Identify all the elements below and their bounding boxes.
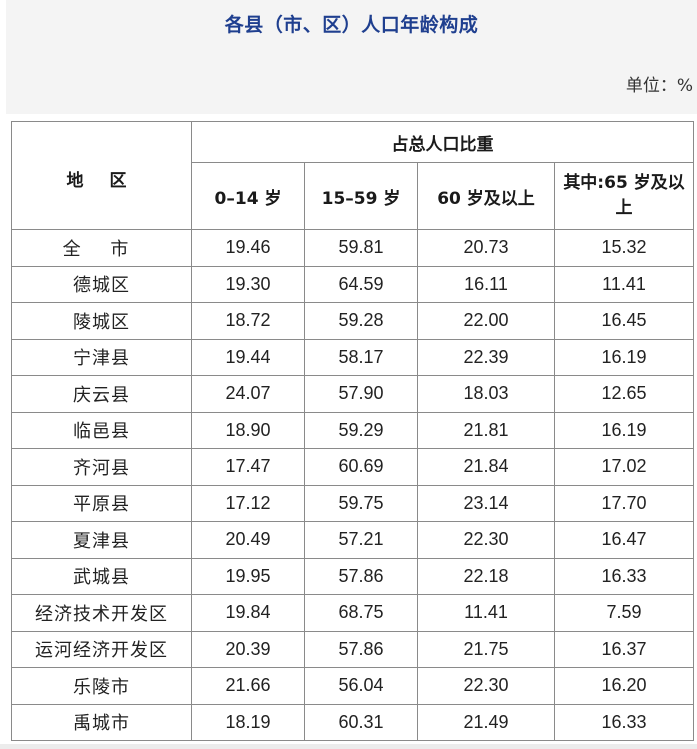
value-cell: 11.41 <box>417 594 555 632</box>
value-cell: 19.46 <box>191 229 305 267</box>
header-panel: 各县（市、区）人口年龄构成 单位：% <box>6 0 697 114</box>
value-cell: 58.17 <box>304 338 418 376</box>
column-header-age-15-59: 15–59 岁 <box>304 162 418 230</box>
value-cell: 17.70 <box>554 484 694 522</box>
value-cell: 59.75 <box>304 484 418 522</box>
value-cell: 59.81 <box>304 229 418 267</box>
region-cell: 庆云县 <box>11 375 192 413</box>
table-row: 陵城区 18.72 59.28 22.00 16.45 <box>11 302 694 340</box>
value-cell: 23.14 <box>417 484 555 522</box>
value-cell: 21.84 <box>417 448 555 486</box>
value-cell: 17.47 <box>191 448 305 486</box>
value-cell: 59.28 <box>304 302 418 340</box>
region-cell: 禹城市 <box>11 703 192 741</box>
value-cell: 16.45 <box>554 302 694 340</box>
value-cell: 57.21 <box>304 521 418 559</box>
region-cell: 运河经济开发区 <box>11 630 192 668</box>
region-column-header: 地 区 <box>11 121 192 230</box>
value-cell: 19.95 <box>191 557 305 595</box>
value-cell: 12.65 <box>554 375 694 413</box>
table-row: 宁津县 19.44 58.17 22.39 16.19 <box>11 338 694 376</box>
value-cell: 22.00 <box>417 302 555 340</box>
age-structure-table: 地 区 占总人口比重 0–14 岁 15–59 岁 60 岁及以上 其中:65 … <box>11 121 694 741</box>
value-cell: 16.47 <box>554 521 694 559</box>
value-cell: 22.30 <box>417 667 555 705</box>
value-cell: 20.73 <box>417 229 555 267</box>
unit-label: 单位：% <box>625 76 693 96</box>
table-row: 运河经济开发区 20.39 57.86 21.75 16.37 <box>11 630 694 668</box>
value-cell: 57.86 <box>304 630 418 668</box>
value-cell: 57.90 <box>304 375 418 413</box>
region-cell: 齐河县 <box>11 448 192 486</box>
table-row: 全 市 19.46 59.81 20.73 15.32 <box>11 229 694 267</box>
value-cell: 11.41 <box>554 265 694 303</box>
value-cell: 16.20 <box>554 667 694 705</box>
value-cell: 19.84 <box>191 594 305 632</box>
region-cell: 陵城区 <box>11 302 192 340</box>
value-cell: 68.75 <box>304 594 418 632</box>
value-cell: 16.33 <box>554 703 694 741</box>
table-row: 武城县 19.95 57.86 22.18 16.33 <box>11 557 694 595</box>
value-cell: 60.69 <box>304 448 418 486</box>
value-cell: 16.37 <box>554 630 694 668</box>
value-cell: 18.19 <box>191 703 305 741</box>
table-row: 临邑县 18.90 59.29 21.81 16.19 <box>11 411 694 449</box>
value-cell: 18.72 <box>191 302 305 340</box>
value-cell: 16.33 <box>554 557 694 595</box>
region-cell: 武城县 <box>11 557 192 595</box>
value-cell: 60.31 <box>304 703 418 741</box>
value-cell: 56.04 <box>304 667 418 705</box>
value-cell: 15.32 <box>554 229 694 267</box>
value-cell: 57.86 <box>304 557 418 595</box>
group-column-header: 占总人口比重 <box>191 121 694 163</box>
region-cell: 平原县 <box>11 484 192 522</box>
column-header-age-0-14: 0–14 岁 <box>191 162 305 230</box>
table-row: 庆云县 24.07 57.90 18.03 12.65 <box>11 375 694 413</box>
table-row: 禹城市 18.19 60.31 21.49 16.33 <box>11 703 694 741</box>
bottom-divider <box>0 744 697 749</box>
value-cell: 22.30 <box>417 521 555 559</box>
table-row: 乐陵市 21.66 56.04 22.30 16.20 <box>11 667 694 705</box>
table-row: 齐河县 17.47 60.69 21.84 17.02 <box>11 448 694 486</box>
region-cell: 德城区 <box>11 265 192 303</box>
value-cell: 22.39 <box>417 338 555 376</box>
column-header-age-65-plus: 其中:65 岁及以上 <box>554 162 694 230</box>
value-cell: 18.90 <box>191 411 305 449</box>
value-cell: 18.03 <box>417 375 555 413</box>
value-cell: 21.81 <box>417 411 555 449</box>
table-row: 经济技术开发区 19.84 68.75 11.41 7.59 <box>11 594 694 632</box>
value-cell: 19.44 <box>191 338 305 376</box>
region-cell: 全 市 <box>11 229 192 267</box>
table-body: 全 市 19.46 59.81 20.73 15.32 德城区 19.30 64.59 16.1… <box>11 229 694 741</box>
value-cell: 19.30 <box>191 265 305 303</box>
table-row: 夏津县 20.49 57.21 22.30 16.47 <box>11 521 694 559</box>
region-cell: 乐陵市 <box>11 667 192 705</box>
age-structure-table-container: 地 区 占总人口比重 0–14 岁 15–59 岁 60 岁及以上 其中:65 … <box>11 121 694 744</box>
region-cell: 宁津县 <box>11 338 192 376</box>
value-cell: 21.49 <box>417 703 555 741</box>
value-cell: 24.07 <box>191 375 305 413</box>
table-row: 德城区 19.30 64.59 16.11 11.41 <box>11 265 694 303</box>
value-cell: 21.66 <box>191 667 305 705</box>
region-cell: 临邑县 <box>11 411 192 449</box>
value-cell: 59.29 <box>304 411 418 449</box>
table-row: 平原县 17.12 59.75 23.14 17.70 <box>11 484 694 522</box>
region-cell: 夏津县 <box>11 521 192 559</box>
region-cell: 经济技术开发区 <box>11 594 192 632</box>
value-cell: 64.59 <box>304 265 418 303</box>
column-header-age-60-plus: 60 岁及以上 <box>417 162 555 230</box>
value-cell: 22.18 <box>417 557 555 595</box>
value-cell: 17.12 <box>191 484 305 522</box>
value-cell: 16.19 <box>554 411 694 449</box>
value-cell: 16.19 <box>554 338 694 376</box>
value-cell: 7.59 <box>554 594 694 632</box>
value-cell: 20.49 <box>191 521 305 559</box>
value-cell: 21.75 <box>417 630 555 668</box>
value-cell: 20.39 <box>191 630 305 668</box>
table-title: 各县（市、区）人口年龄构成 <box>224 14 479 36</box>
value-cell: 16.11 <box>417 265 555 303</box>
value-cell: 17.02 <box>554 448 694 486</box>
